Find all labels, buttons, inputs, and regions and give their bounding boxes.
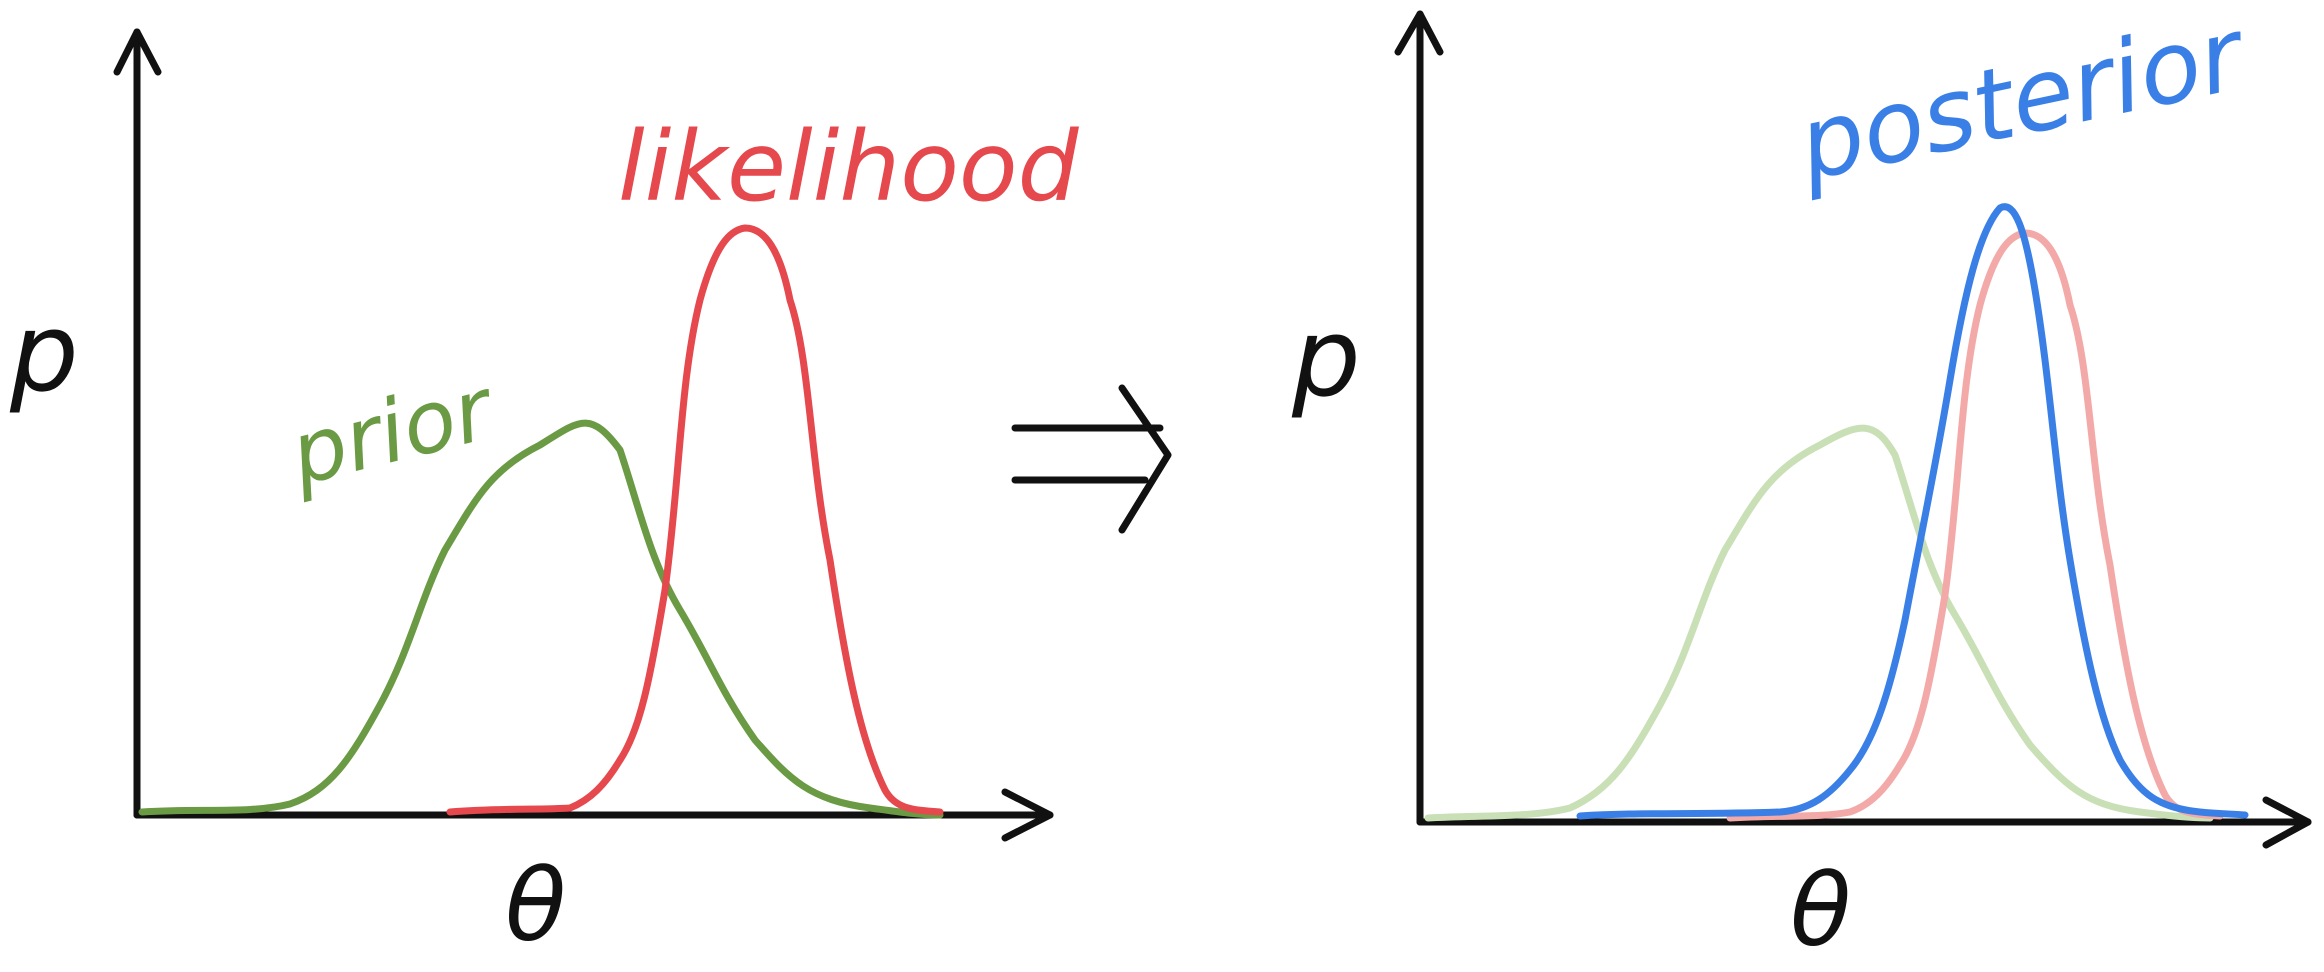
right-panel: p θ posterior (1291, 0, 2312, 969)
right-x-axis-arrowhead (2262, 796, 2312, 849)
implies-arrow-icon (1011, 384, 1172, 534)
right-y-axis-label: p (1291, 296, 1361, 421)
right-x-axis-label: θ (1790, 852, 1851, 969)
left-panel: p θ prior likelihood (9, 28, 1080, 964)
left-x-axis-label: θ (505, 847, 566, 964)
left-y-axis-label: p (9, 291, 79, 416)
faded-likelihood-curve (1726, 229, 2224, 822)
posterior-curve (1576, 203, 2249, 820)
left-y-axis-arrowhead (113, 28, 162, 76)
likelihood-curve (446, 224, 944, 816)
prior-curve (138, 419, 944, 819)
right-y-axis-arrowhead (1394, 10, 1444, 56)
likelihood-label: likelihood (618, 111, 1080, 223)
prior-label: prior (280, 358, 505, 505)
posterior-label: posterior (1788, 0, 2258, 204)
left-x-axis-arrowhead (1001, 788, 1054, 842)
faded-prior-curve (1424, 424, 2214, 822)
